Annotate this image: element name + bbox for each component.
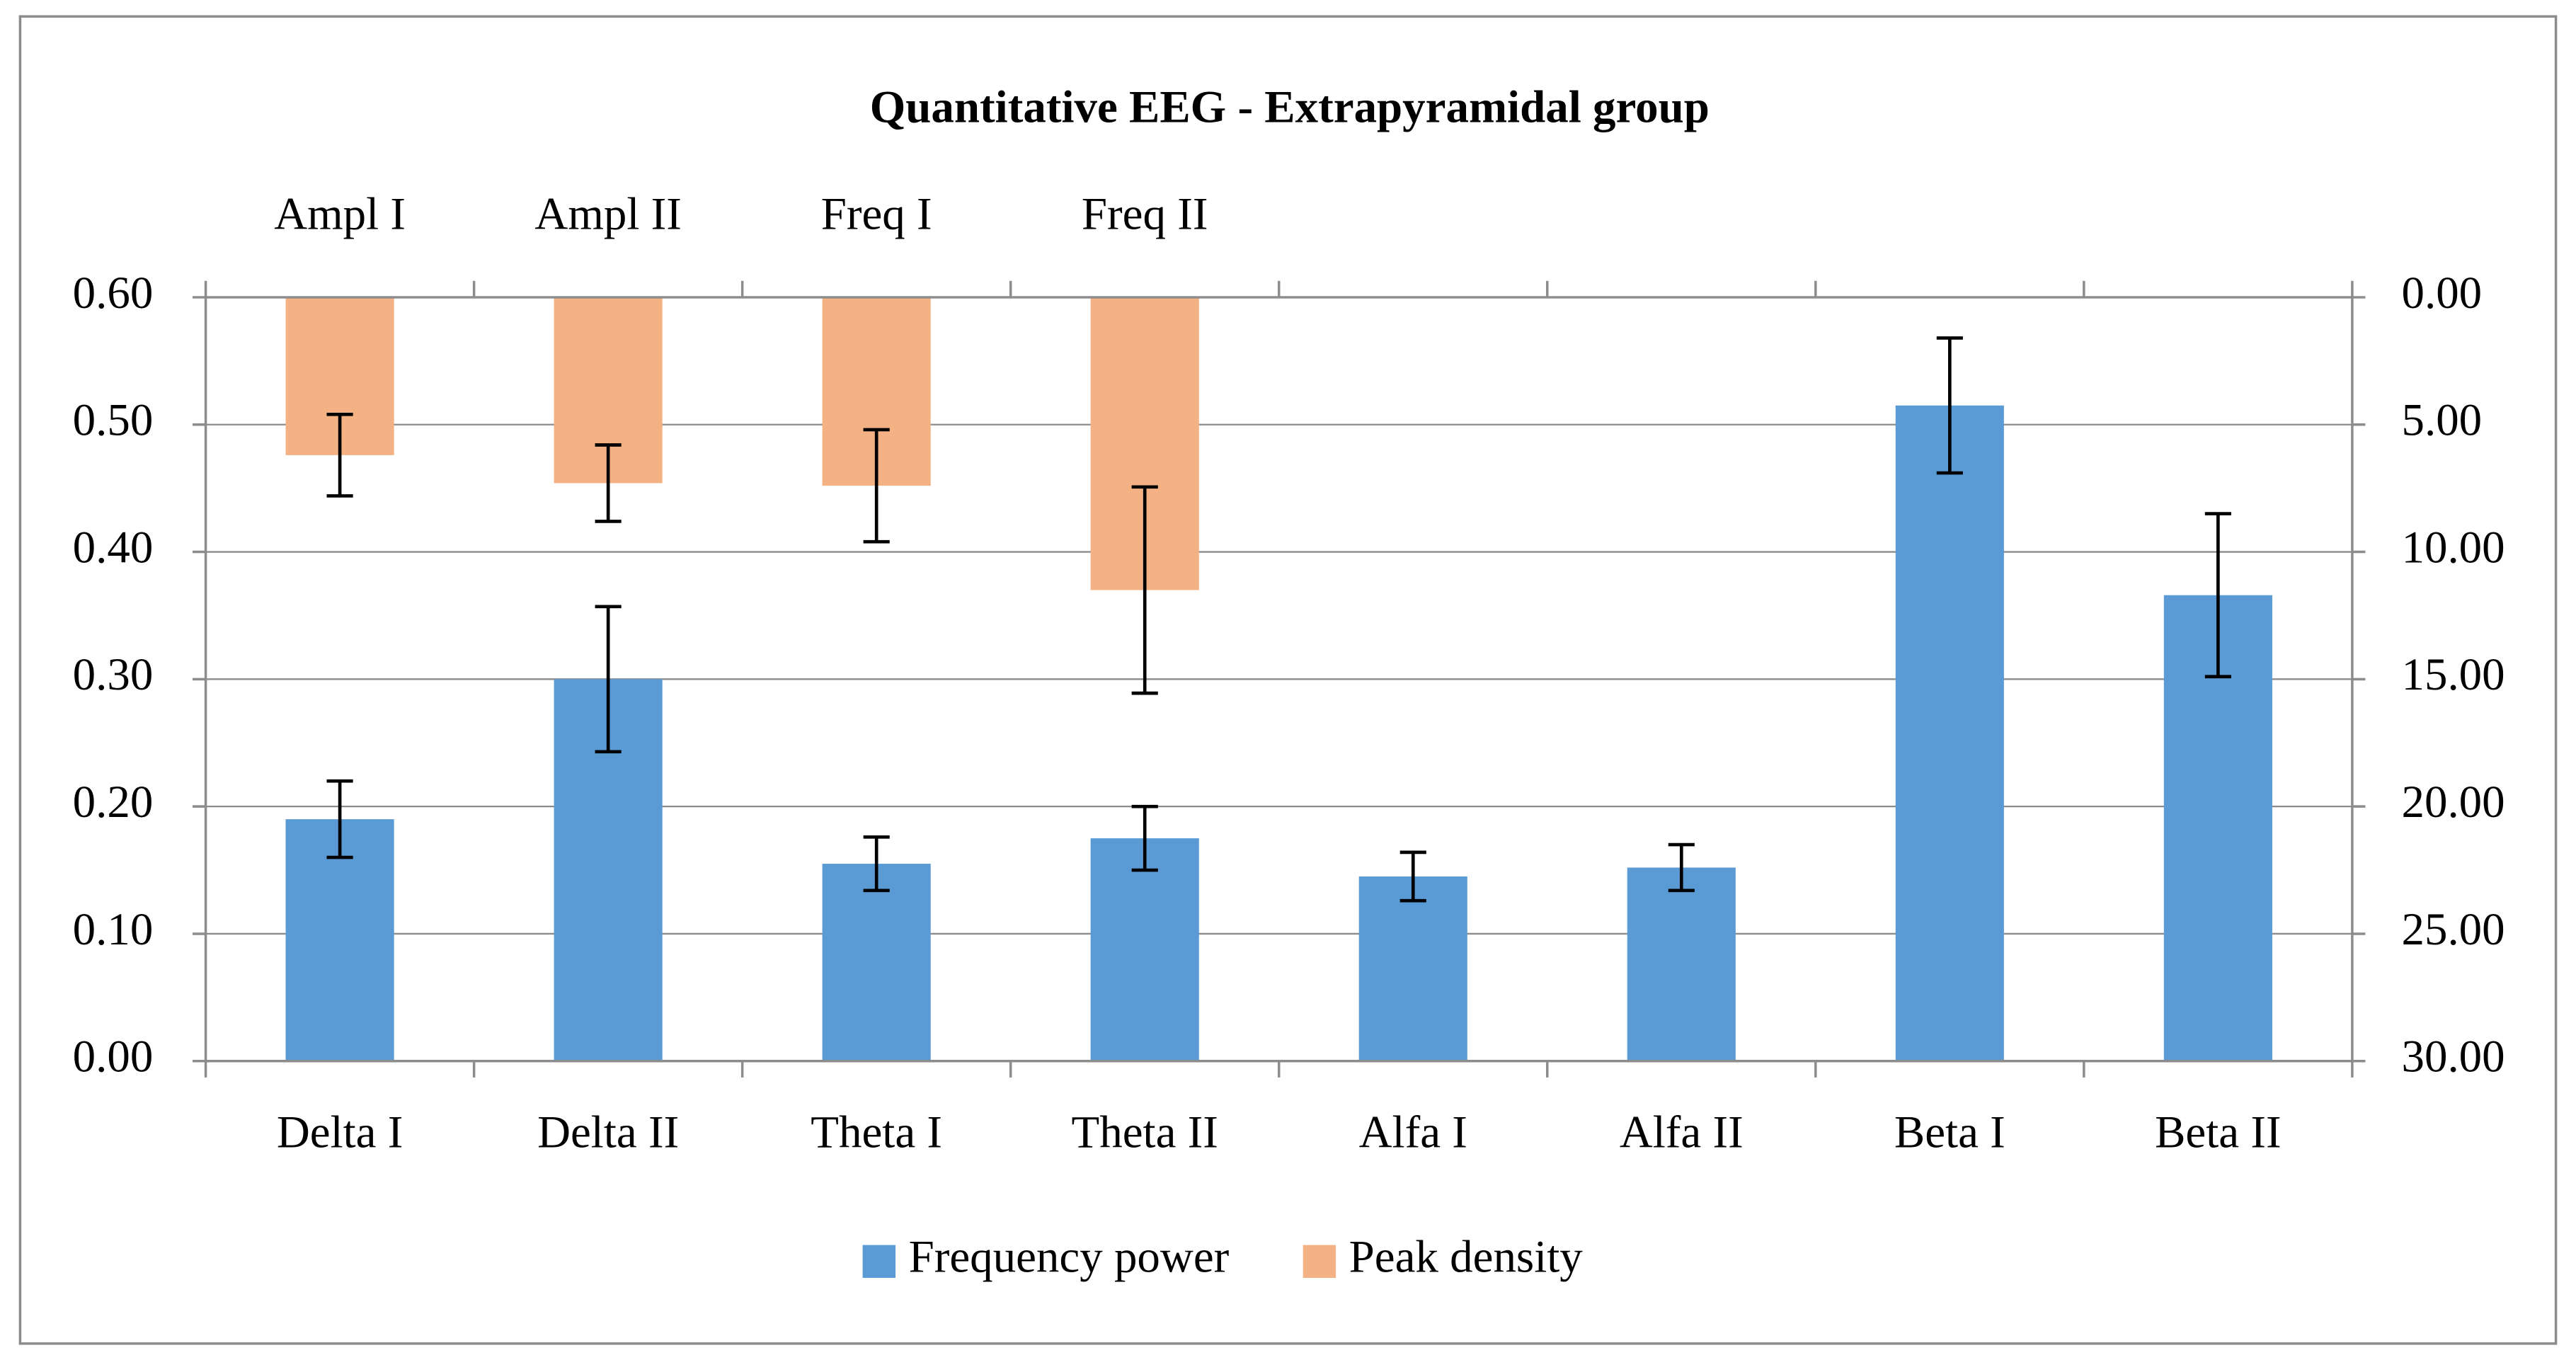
y2-tick-label: 5.00 (2401, 395, 2482, 446)
x-tick-label: Alfa II (1620, 1107, 1744, 1158)
y-tick-label: 0.40 (73, 522, 154, 573)
y-tick-label: 0.50 (73, 395, 154, 446)
x-tick-label: Beta II (2155, 1107, 2282, 1158)
top-tick-label: Ampl II (534, 188, 681, 239)
x-tick-label: Theta II (1072, 1107, 1218, 1158)
y-tick-label: 0.20 (73, 777, 154, 828)
y2-tick-label: 30.00 (2401, 1032, 2505, 1082)
y2-tick-label: 20.00 (2401, 777, 2505, 828)
bar (1358, 876, 1467, 1061)
y2-tick-label: 15.00 (2401, 649, 2505, 700)
top-tick-label: Ampl I (274, 188, 406, 239)
y-tick-label: 0.30 (73, 649, 154, 700)
top-tick-label: Freq I (821, 188, 932, 239)
y2-tick-label: 0.00 (2401, 268, 2482, 319)
legend-label: Frequency power (909, 1232, 1230, 1283)
y-tick-label: 0.10 (73, 904, 154, 955)
legend-swatch (1303, 1245, 1336, 1278)
bar (1895, 405, 2004, 1061)
legend-swatch (862, 1245, 896, 1278)
top-tick-label: Freq II (1082, 188, 1208, 239)
x-tick-label: Theta I (811, 1107, 942, 1158)
bar (285, 819, 394, 1061)
bar (1090, 838, 1199, 1061)
bar (1627, 867, 1736, 1061)
x-tick-label: Delta I (277, 1107, 403, 1158)
bar (822, 864, 931, 1061)
y2-tick-label: 25.00 (2401, 904, 2505, 955)
legend-label: Peak density (1349, 1232, 1584, 1283)
x-tick-label: Alfa I (1359, 1107, 1467, 1158)
y-tick-label: 0.60 (73, 268, 154, 319)
x-tick-label: Delta II (537, 1107, 679, 1158)
y2-tick-label: 10.00 (2401, 522, 2505, 573)
chart-title: Quantitative EEG - Extrapyramidal group (870, 82, 1710, 133)
x-tick-label: Beta I (1894, 1107, 2005, 1158)
y-tick-label: 0.00 (73, 1032, 154, 1082)
